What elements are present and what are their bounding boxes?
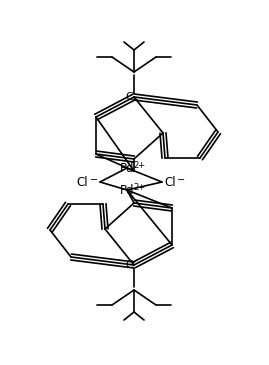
Text: 2+: 2+ (133, 182, 145, 192)
Text: 2+: 2+ (133, 161, 145, 169)
Text: −: − (90, 175, 98, 185)
Text: Pd: Pd (120, 161, 134, 174)
Text: Pd: Pd (120, 184, 134, 196)
Text: ·: · (135, 94, 139, 107)
Text: C: C (125, 260, 133, 270)
Text: Cl: Cl (164, 177, 176, 189)
Text: C: C (125, 92, 133, 102)
Text: −: − (177, 175, 185, 185)
Text: Cl: Cl (76, 177, 88, 189)
Text: ·: · (135, 255, 139, 268)
